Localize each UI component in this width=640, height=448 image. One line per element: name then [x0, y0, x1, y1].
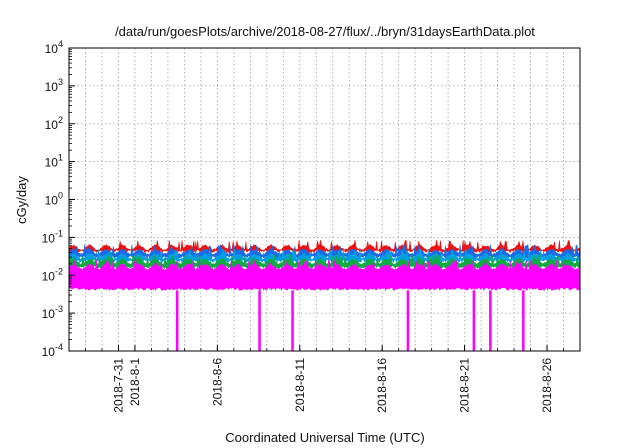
y-axis-label: cGy/day: [14, 176, 29, 224]
dropout-spike: [175, 290, 179, 351]
y-tick-label: 10-3: [42, 304, 63, 321]
y-tick-label: 10-4: [42, 342, 63, 359]
dropout-spike: [258, 290, 261, 351]
y-axis: 10-4 10-3 10-2 10-1 100 101 102 103 104: [42, 39, 75, 359]
grid: [69, 47, 580, 352]
x-axis-label: Coordinated Universal Time (UTC): [225, 430, 424, 445]
x-axis: 2018-7-31 2018-8-1 2018-8-6 2018-8-11 2018-8…: [85, 345, 564, 413]
data-series: [68, 239, 581, 351]
x-tick-label: 2018-7-31: [111, 358, 125, 413]
y-tick-label: 103: [45, 77, 63, 94]
x-tick-label: 2018-8-16: [375, 358, 389, 413]
y-tick-label: 101: [45, 153, 63, 170]
y-tick-label: 10-2: [42, 266, 63, 283]
chart-title: /data/run/goesPlots/archive/2018-08-27/f…: [115, 24, 535, 39]
y-tick-label: 104: [45, 39, 63, 56]
y-tick-label: 102: [45, 115, 63, 132]
x-tick-label: 2018-8-21: [458, 358, 472, 413]
dropout-spike: [522, 290, 525, 351]
dropout-spike: [406, 290, 410, 351]
dropout-spike: [472, 290, 476, 351]
dropout-spike: [489, 290, 492, 351]
x-tick-label: 2018-8-26: [540, 358, 554, 413]
y-tick-label: 10-1: [42, 228, 63, 245]
x-tick-label: 2018-8-1: [128, 358, 142, 406]
x-tick-label: 2018-8-6: [210, 358, 224, 406]
dropout-spike: [291, 290, 294, 351]
x-tick-label: 2018-8-11: [293, 358, 307, 412]
y-tick-label: 100: [45, 191, 63, 208]
